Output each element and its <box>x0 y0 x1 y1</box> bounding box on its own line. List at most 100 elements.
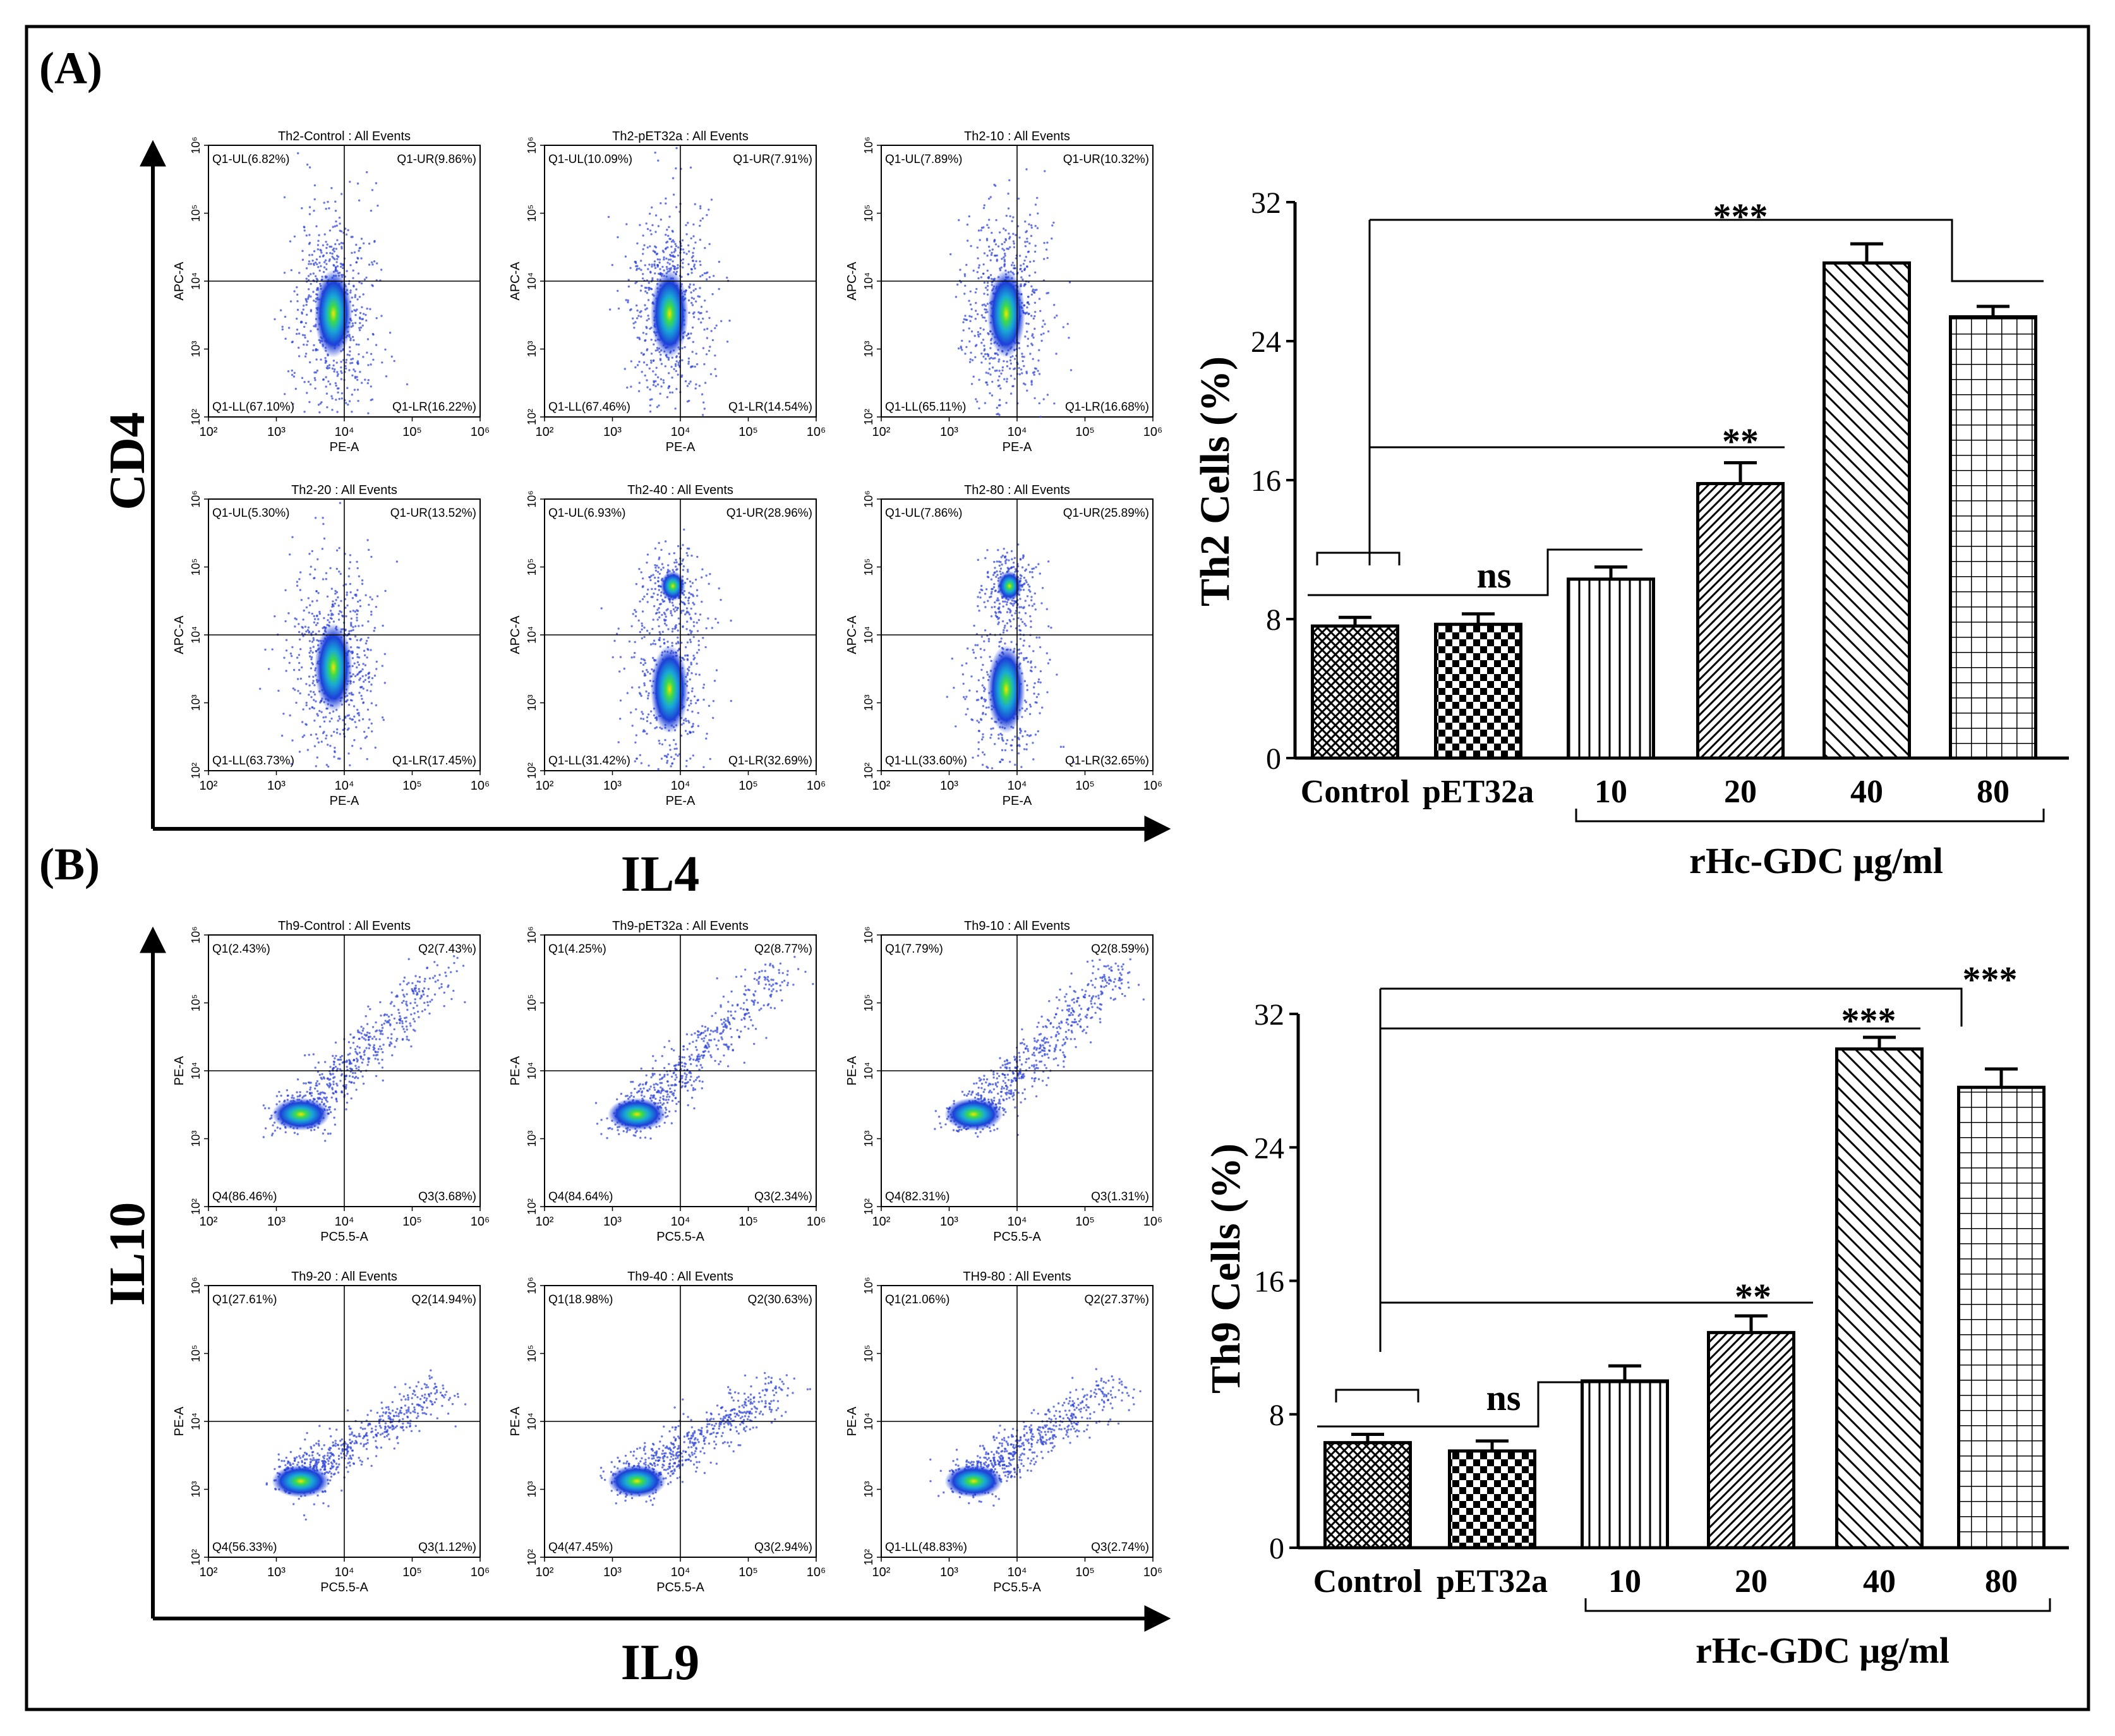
flow-event-dot <box>1026 389 1028 392</box>
flow-event-dot <box>444 971 447 974</box>
flow-event-dot <box>982 329 985 331</box>
flow-event-dot <box>634 1087 636 1090</box>
flow-event-dot <box>675 388 678 390</box>
flow-event-dot <box>640 717 642 720</box>
flow-event-dot <box>334 243 337 246</box>
flow-event-dot <box>306 298 310 300</box>
flow-event-dot <box>709 1029 713 1032</box>
flow-event-dot <box>356 182 359 185</box>
flow-event-dot <box>685 1033 689 1035</box>
flow-event-dot <box>352 277 354 279</box>
flow-event-dot <box>766 978 769 981</box>
flow-event-dot <box>999 761 1001 763</box>
flow-event-dot <box>671 391 674 394</box>
flow-event-dot <box>356 619 358 622</box>
flow-event-dot <box>356 360 359 363</box>
flow-event-dot <box>337 391 339 394</box>
flow-event-dot <box>1030 381 1033 383</box>
flow-event-dot <box>313 184 316 187</box>
flow-event-dot <box>324 259 327 262</box>
flow-event-dot <box>977 741 980 744</box>
flow-event-dot <box>970 308 973 311</box>
flow-event-dot <box>335 549 339 552</box>
flow-event-dot <box>953 687 955 689</box>
flow-event-dot <box>306 749 309 751</box>
flow-event-dot <box>636 267 639 270</box>
flow-event-dot <box>1000 266 1003 269</box>
flow-event-dot <box>358 575 361 577</box>
flow-event-dot <box>308 640 311 642</box>
flow-event-dot <box>993 582 996 586</box>
flow-event-dot <box>364 737 366 739</box>
flow-event-dot <box>335 599 337 601</box>
flow-event-dot <box>359 322 361 325</box>
flow-event-dot <box>654 272 656 275</box>
flow-event-dot <box>663 256 665 259</box>
flow-event-dot <box>693 263 696 266</box>
flow-event-dot <box>663 258 665 261</box>
flow-event-dot <box>349 591 352 594</box>
flow-event-dot <box>296 581 299 583</box>
flow-event-dot <box>1040 333 1043 336</box>
flow-event-dot <box>987 637 991 641</box>
flow-event-dot <box>298 654 301 656</box>
flow-event-dot <box>639 754 641 757</box>
flow-event-dot <box>361 318 363 320</box>
flow-event-dot <box>358 1066 360 1068</box>
flow-event-dot <box>697 711 699 714</box>
x-tick-label: 10⁴ <box>1008 425 1027 439</box>
flow-event-dot <box>677 617 680 620</box>
flow-event-dot <box>694 578 697 581</box>
flow-event-dot <box>381 1058 383 1061</box>
flow-event-dot <box>339 502 342 504</box>
flow-event-dot <box>1034 666 1037 668</box>
flow-event-dot <box>354 610 356 613</box>
flow-event-dot <box>323 1128 326 1131</box>
flow-event-dot <box>370 385 372 388</box>
flow-event-dot <box>358 353 360 356</box>
flow-event-dot <box>274 1130 277 1132</box>
flow-event-dot <box>969 290 972 292</box>
flow-event-dot <box>643 684 646 687</box>
flow-event-dot <box>1029 705 1032 708</box>
flow-event-dot <box>375 344 378 346</box>
flow-event-dot <box>694 241 697 244</box>
flow-event-dot <box>982 733 984 736</box>
flow-event-dot <box>633 327 636 329</box>
flow-event-dot <box>1033 592 1037 595</box>
flow-event-dot <box>423 993 425 996</box>
flow-event-dot <box>362 293 365 296</box>
flow-event-dot <box>312 675 315 678</box>
flow-event-dot <box>303 609 305 612</box>
flow-event-dot <box>783 979 786 982</box>
quadrant-label-upper-right: Q1-UR(28.96%) <box>726 507 812 520</box>
flow-event-dot <box>356 639 358 641</box>
flow-event-dot <box>653 381 656 383</box>
flow-event-dot <box>313 198 316 201</box>
flow-event-dot <box>993 183 996 186</box>
flow-event-dot <box>348 1063 351 1065</box>
flow-event-dot <box>963 292 966 295</box>
flow-event-dot <box>660 548 663 552</box>
y-tick-label: 10⁵ <box>862 558 875 576</box>
flow-event-dot <box>312 637 315 639</box>
flow-event-dot <box>332 1076 335 1079</box>
flow-event-dot <box>980 353 983 355</box>
flow-event-dot <box>354 625 357 627</box>
flow-event-dot <box>1032 686 1035 689</box>
flow-event-dot <box>978 730 980 732</box>
flow-event-dot <box>691 351 694 353</box>
flow-event-dot <box>359 605 362 608</box>
flow-event-dot <box>416 993 419 996</box>
flow-event-dot <box>377 1058 379 1061</box>
flow-event-dot <box>656 263 659 267</box>
flow-event-dot <box>267 668 270 670</box>
flow-event-dot <box>696 1055 699 1058</box>
flow-event-dot <box>642 248 644 251</box>
flow-event-dot <box>990 356 992 359</box>
flow-event-dot <box>648 318 650 320</box>
flow-event-dot <box>1021 355 1024 358</box>
flow-event-dot <box>646 629 649 632</box>
flow-event-dot <box>427 1004 430 1007</box>
flow-event-dot <box>333 250 335 253</box>
